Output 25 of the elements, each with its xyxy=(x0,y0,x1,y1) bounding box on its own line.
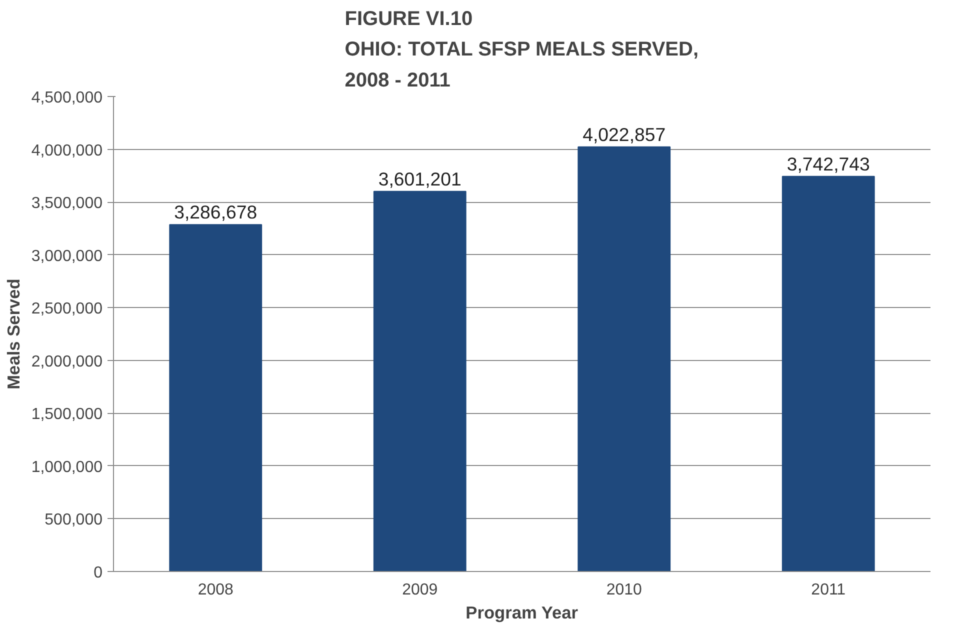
y-tick-label: 3,500,000 xyxy=(31,195,103,212)
y-tick-label: 0 xyxy=(94,564,103,582)
x-tick-label: 2011 xyxy=(811,582,846,598)
y-tick-label: 4,500,000 xyxy=(31,90,103,106)
y-tick-label: 500,000 xyxy=(44,512,103,529)
bar xyxy=(373,190,466,572)
y-tick-label: 3,000,000 xyxy=(31,248,103,265)
x-tick-label: 2009 xyxy=(402,582,438,598)
data-label: 3,742,743 xyxy=(786,153,870,174)
data-label: 3,601,201 xyxy=(378,168,462,190)
data-label: 4,022,857 xyxy=(582,124,666,145)
y-tick-label: 1,000,000 xyxy=(31,458,103,476)
x-axis-title: Program Year xyxy=(466,602,578,622)
y-tick-label: 2,000,000 xyxy=(31,353,103,370)
y-tick-label: 1,500,000 xyxy=(31,406,103,424)
chart-title: FIGURE VI.10 OHIO: TOTAL SFSP MEALS SERVED, 2008 - 2011 xyxy=(344,8,699,92)
bar xyxy=(169,224,262,572)
y-tick-label: 4,000,000 xyxy=(31,142,103,160)
bar xyxy=(578,146,671,572)
bar xyxy=(782,176,875,572)
x-tick-label: 2008 xyxy=(198,582,234,598)
y-tick-label: 2,500,000 xyxy=(31,300,103,318)
y-axis-title: Meals Served xyxy=(3,278,24,390)
x-tick-label: 2010 xyxy=(606,582,642,598)
data-label: 3,286,678 xyxy=(174,202,258,223)
